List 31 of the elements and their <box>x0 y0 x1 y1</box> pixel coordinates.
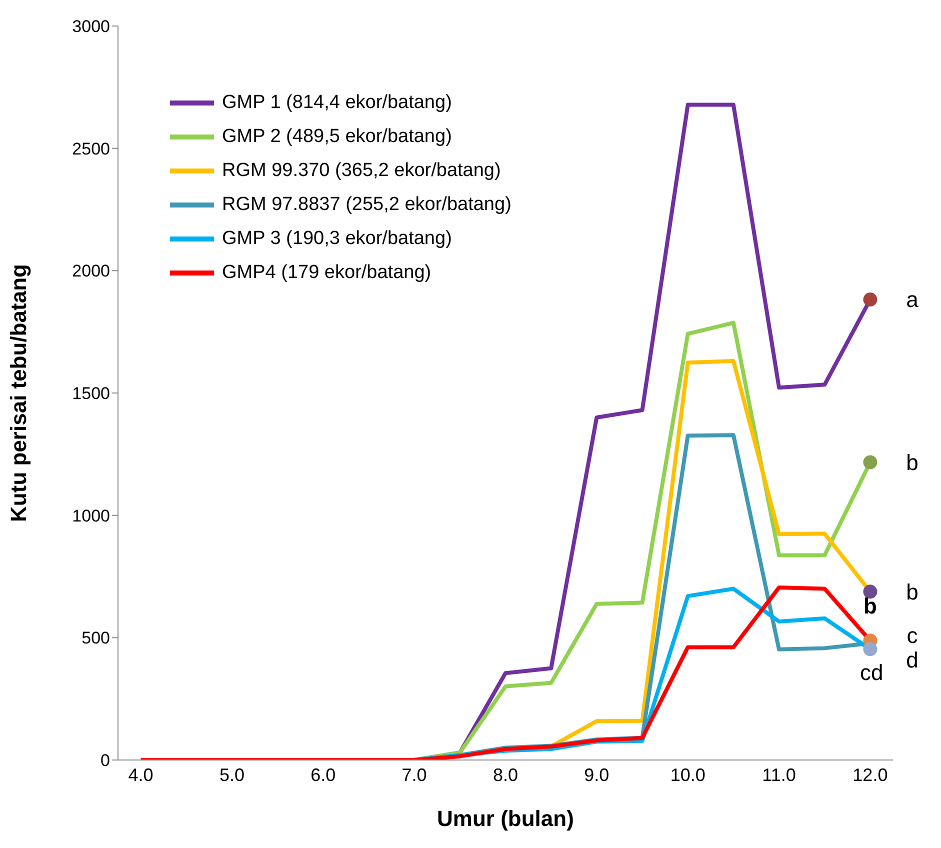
annotation: a <box>906 287 920 312</box>
legend-label: RGM 97.8837 (255,2 ekor/batang) <box>222 194 512 216</box>
annotation: d <box>906 647 918 672</box>
x-tick-label: 8.0 <box>492 764 518 785</box>
x-tick-label: 12.0 <box>852 764 888 785</box>
y-tick-label: 2000 <box>72 262 110 281</box>
x-tick-label: 7.0 <box>402 764 427 785</box>
annotation: cd <box>860 660 884 686</box>
legend-label: RGM 99.370 (365,2 ekor/batang) <box>222 160 501 182</box>
y-tick-label: 1000 <box>72 506 110 526</box>
y-tick-label: 1500 <box>72 384 110 404</box>
y-axis-title: Kutu perisai tebu/batang <box>6 264 31 522</box>
x-tick-label: 4.0 <box>128 764 154 785</box>
annotation: c <box>906 622 918 648</box>
annotation: b <box>906 450 918 475</box>
annotation: b <box>906 579 918 604</box>
y-tick-label: 2500 <box>72 139 110 158</box>
y-tick-label: 3000 <box>72 17 110 36</box>
x-tick-label: 10.0 <box>670 764 706 785</box>
legend-label: GMP 2 (489,5 ekor/batang) <box>222 126 452 148</box>
y-tick-label: 500 <box>82 628 110 648</box>
y-tick-label: 0 <box>100 751 110 770</box>
legend-label: GMP4 (179 ekor/batang) <box>222 262 432 284</box>
x-tick-label: 11.0 <box>762 764 796 785</box>
legend-label: GMP 3 (190,3 ekor/batang) <box>222 228 452 250</box>
x-tick-label: 6.0 <box>310 764 336 785</box>
x-tick-label: 9.0 <box>584 764 610 785</box>
annotation: b <box>863 593 877 618</box>
x-tick-label: 5.0 <box>219 764 244 785</box>
legend-label: GMP 1 (814,4 ekor/batang) <box>222 92 452 114</box>
x-axis-title: Umur (bulan) <box>437 806 574 831</box>
